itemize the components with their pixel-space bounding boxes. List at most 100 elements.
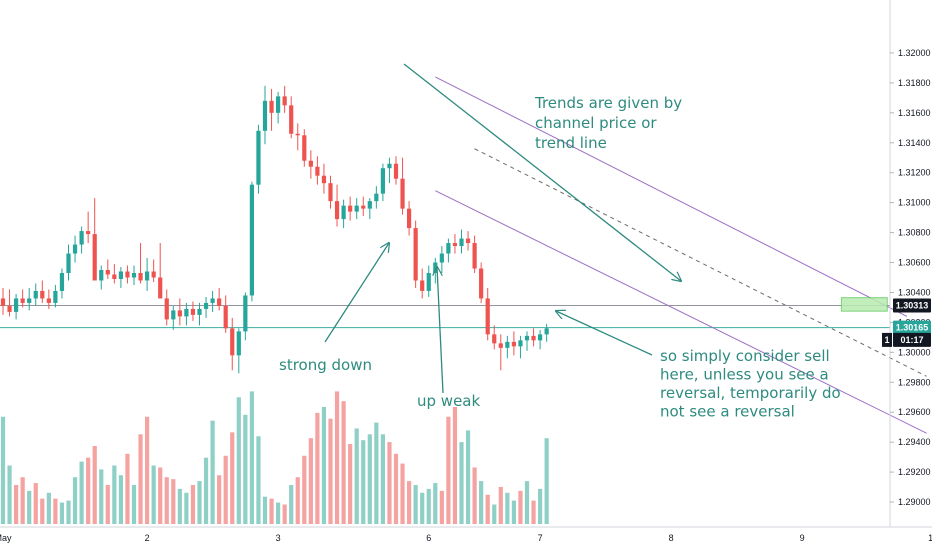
time-tick-label: 9	[800, 533, 805, 543]
price-badge-label: 01:17	[900, 335, 923, 345]
volume-bar	[118, 475, 123, 524]
annotation-text: here, unless you see a	[660, 366, 829, 384]
price-badge	[893, 332, 931, 347]
candle-body	[79, 231, 84, 245]
volume-bar	[459, 442, 464, 524]
candle-body	[171, 310, 176, 320]
price-badge	[893, 298, 931, 313]
annotation-text: strong down	[279, 356, 372, 374]
price-tick-label: 1.31600	[898, 108, 931, 118]
volume-bar	[452, 407, 458, 524]
candle-body	[348, 205, 353, 212]
candle-body	[538, 334, 543, 341]
volume-bar	[164, 477, 169, 524]
time-tick-label: 7	[538, 533, 543, 543]
price-tick-label: 1.31000	[898, 198, 931, 208]
candle-body	[413, 228, 418, 281]
candle-body	[184, 308, 189, 317]
candle-body	[341, 205, 346, 220]
price-badge-prefix: 1	[884, 335, 889, 345]
volume-bar	[393, 453, 399, 524]
candle-body	[459, 238, 464, 247]
volume-bar	[66, 500, 71, 524]
candle-body	[243, 295, 248, 332]
volume-bar	[282, 504, 287, 524]
candle-body	[380, 168, 385, 194]
volume-bar	[20, 477, 25, 524]
candle-body	[518, 340, 523, 347]
price-tick-label: 1.30800	[898, 228, 931, 238]
volume-bar	[413, 485, 418, 524]
volume-bar	[262, 496, 268, 524]
candle-body	[328, 183, 333, 202]
candle-body	[282, 96, 287, 106]
candle-body	[105, 270, 110, 275]
price-tick-label: 1.29400	[898, 437, 931, 447]
volume-bar	[92, 446, 97, 524]
volume-bar	[145, 416, 150, 524]
candle-body	[158, 277, 163, 299]
annotation-text: channel price or	[535, 114, 657, 132]
candle-body	[59, 272, 65, 291]
arrows-layer	[324, 63, 681, 394]
candle-body	[354, 205, 359, 212]
volume-bar	[380, 434, 385, 524]
annotations-layer: Trends are given by channel price or trend…	[279, 94, 841, 421]
volume-bar	[472, 467, 477, 524]
candle-body	[20, 298, 25, 303]
volume-bar	[374, 422, 379, 524]
volume-bar	[498, 486, 503, 524]
volume-bar	[40, 498, 45, 524]
volume-bar	[341, 401, 346, 524]
price-tick-label: 1.32000	[898, 48, 931, 58]
candle-body	[14, 298, 19, 312]
price-tick-label: 1.31400	[898, 138, 931, 148]
price-tick-label: 1.29000	[898, 497, 931, 507]
annotation-text: up weak	[417, 392, 480, 410]
candle-body	[315, 166, 320, 176]
volume-bar	[518, 490, 523, 524]
candle-body	[7, 305, 12, 312]
volume-bar	[538, 488, 543, 524]
volume-bar	[210, 420, 215, 524]
volume-bar	[426, 488, 431, 524]
candle-body	[27, 298, 32, 303]
candle-body	[177, 310, 182, 317]
candle-body	[361, 205, 366, 209]
volume-bar	[289, 485, 294, 524]
channel-middle-line	[474, 148, 927, 377]
price-badge-label: 1.30165	[896, 323, 929, 333]
volume-bar	[72, 477, 78, 524]
volume-bar	[112, 465, 117, 524]
price-tick-label: 1.31200	[898, 168, 931, 178]
volume-bar	[328, 418, 333, 524]
volume-bar	[190, 485, 196, 524]
price-badge-label: 1.30313	[896, 300, 929, 310]
candle-body	[53, 290, 58, 303]
volume-bar	[53, 498, 58, 524]
volume-bar	[27, 490, 32, 524]
volume-bar	[446, 416, 451, 524]
annotation-text: trend line	[535, 134, 607, 152]
volume-bar	[361, 440, 366, 524]
price-tick-label: 1.30400	[898, 287, 931, 297]
volume-bar	[407, 481, 412, 524]
candle-body	[46, 298, 51, 303]
volume-bar	[230, 432, 235, 524]
candle-body	[99, 270, 104, 281]
volume-bar	[59, 502, 65, 524]
candle-body	[393, 163, 399, 179]
volume-bar	[308, 438, 313, 524]
candle-body	[302, 135, 307, 161]
volume-bar	[33, 483, 38, 524]
candle-body	[492, 334, 497, 344]
sell-arrow	[556, 311, 653, 356]
candle-body	[334, 201, 340, 220]
candle-body	[151, 271, 156, 278]
candle-body	[33, 290, 38, 299]
annotation-text: not see a reversal	[660, 403, 795, 421]
axis-layer: 1.32000 1.31800 1.31600 1.31400 1.31200 1.310…	[0, 0, 932, 543]
volume-bar	[354, 428, 359, 524]
